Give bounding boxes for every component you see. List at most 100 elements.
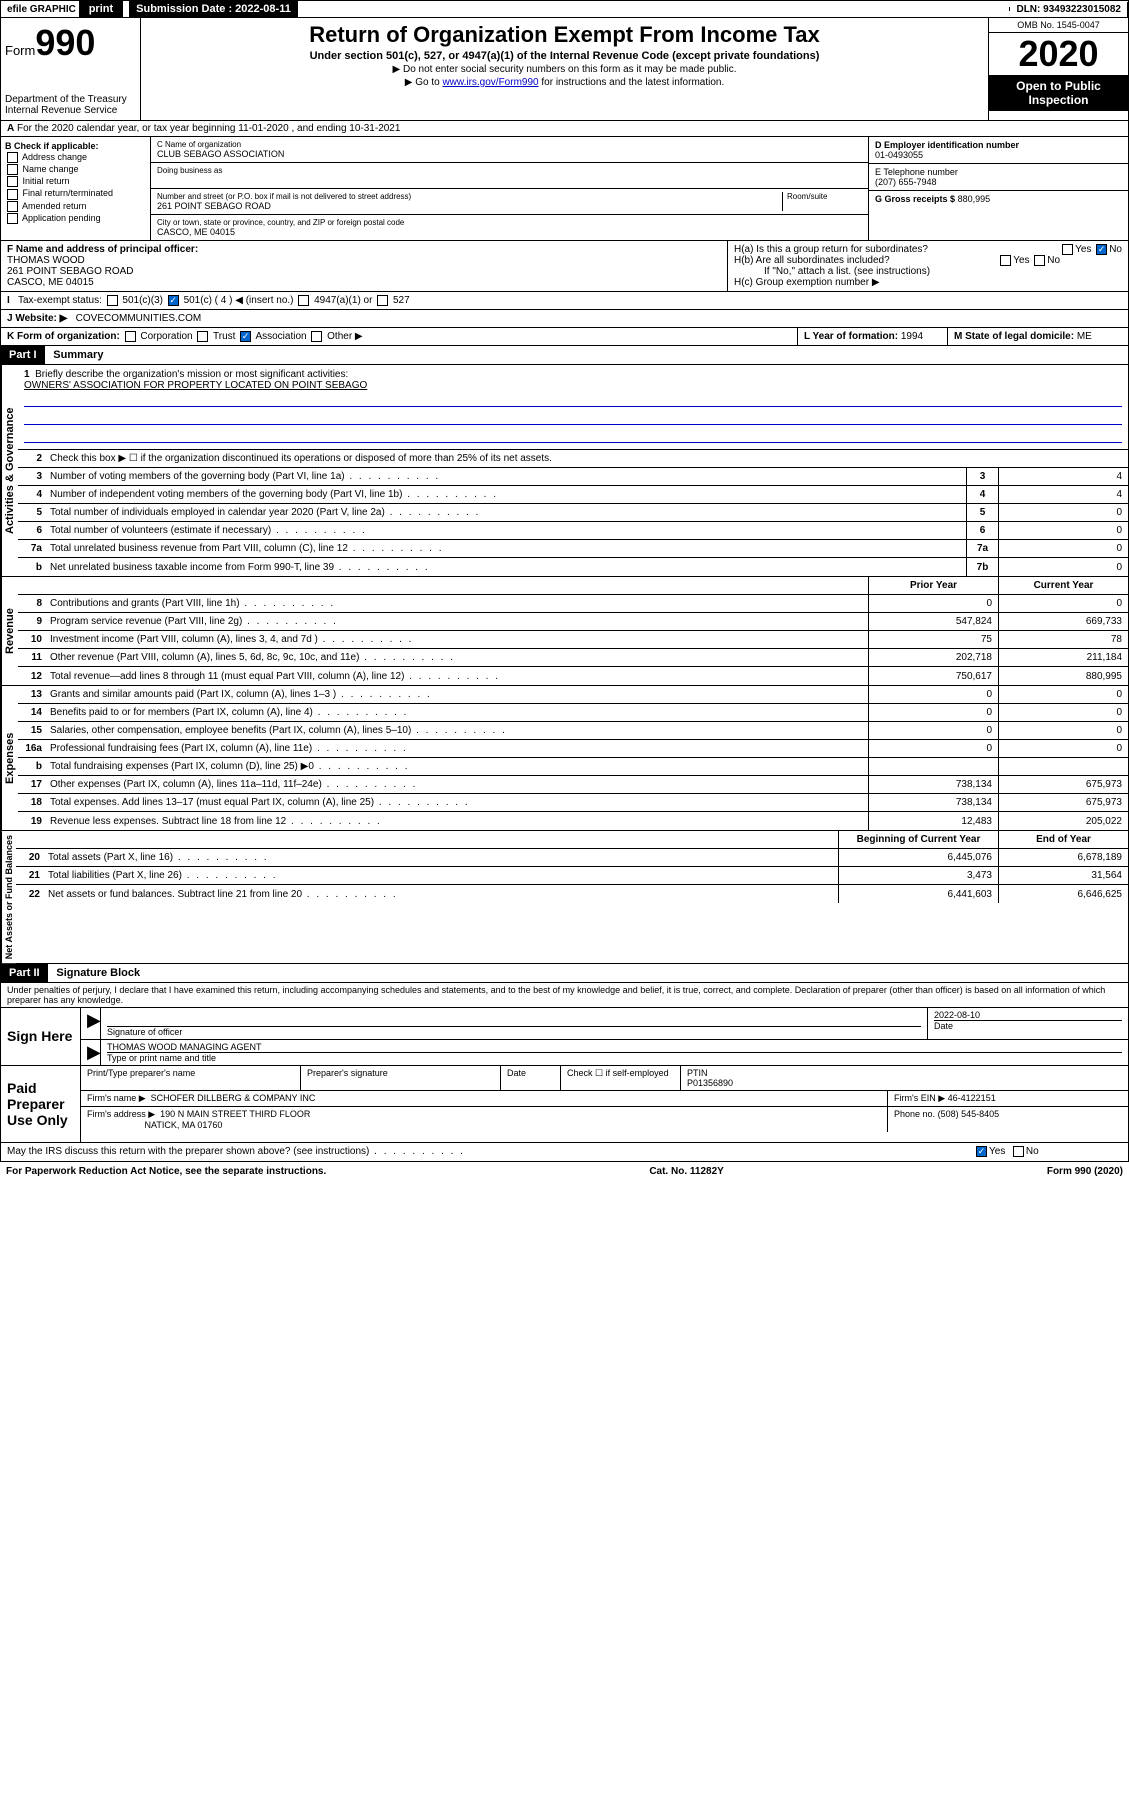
- efile-label: efile GRAPHIC print: [1, 1, 130, 17]
- principal-officer: F Name and address of principal officer:…: [1, 241, 728, 291]
- title-box: Return of Organization Exempt From Incom…: [141, 18, 988, 120]
- line-16a: 16a Professional fundraising fees (Part …: [18, 740, 1128, 758]
- row-a-tax-year: A For the 2020 calendar year, or tax yea…: [0, 121, 1129, 137]
- line-15: 15 Salaries, other compensation, employe…: [18, 722, 1128, 740]
- line-22: 22 Net assets or fund balances. Subtract…: [16, 885, 1128, 903]
- line-7a: 7a Total unrelated business revenue from…: [18, 540, 1128, 558]
- omb-number: OMB No. 1545-0047: [989, 18, 1128, 33]
- cb-final-return[interactable]: [7, 189, 18, 200]
- row-j-website: J Website: ▶ COVECOMMUNITIES.COM: [0, 310, 1129, 328]
- row-fh: F Name and address of principal officer:…: [0, 241, 1129, 292]
- cb-assoc[interactable]: ✓: [240, 331, 251, 342]
- line-11: 11 Other revenue (Part VIII, column (A),…: [18, 649, 1128, 667]
- irs-link[interactable]: www.irs.gov/Form990: [442, 77, 538, 88]
- page-footer: For Paperwork Reduction Act Notice, see …: [0, 1162, 1129, 1181]
- cb-4947[interactable]: [298, 295, 309, 306]
- cb-ha-no[interactable]: ✓: [1096, 244, 1107, 255]
- cb-501c3[interactable]: [107, 295, 118, 306]
- vlabel-expenses: Expenses: [1, 686, 18, 830]
- cb-discuss-no[interactable]: [1013, 1146, 1024, 1157]
- gross-receipts: 880,995: [958, 194, 991, 204]
- part2-header: Part II Signature Block: [0, 964, 1129, 983]
- vlabel-revenue: Revenue: [1, 577, 18, 685]
- cb-501c[interactable]: ✓: [168, 295, 179, 306]
- group-return: H(a) Is this a group return for subordin…: [728, 241, 1128, 291]
- line-7b: b Net unrelated business taxable income …: [18, 558, 1128, 576]
- line-10: 10 Investment income (Part VIII, column …: [18, 631, 1128, 649]
- print-button[interactable]: print: [79, 1, 123, 17]
- col-prior-year: Prior Year: [868, 577, 998, 594]
- dln-label: DLN: 93493223015082: [1010, 2, 1128, 17]
- website: COVECOMMUNITIES.COM: [76, 313, 202, 324]
- line-4: 4 Number of independent voting members o…: [18, 486, 1128, 504]
- row-klm: K Form of organization: Corporation Trus…: [0, 328, 1129, 346]
- form-subtitle: Under section 501(c), 527, or 4947(a)(1)…: [149, 50, 980, 62]
- cb-initial-return[interactable]: [7, 176, 18, 187]
- section-expenses: Expenses 13 Grants and similar amounts p…: [0, 686, 1129, 831]
- ein: 01-0493055: [875, 150, 1122, 160]
- irs-discuss-row: May the IRS discuss this return with the…: [0, 1143, 1129, 1161]
- section-bcd: B Check if applicable: Address change Na…: [0, 137, 1129, 241]
- dept-irs: Internal Revenue Service: [5, 105, 136, 116]
- cb-name-change[interactable]: [7, 164, 18, 175]
- perjury-statement: Under penalties of perjury, I declare th…: [0, 983, 1129, 1008]
- line-12: 12 Total revenue—add lines 8 through 11 …: [18, 667, 1128, 685]
- dept-treasury: Department of the Treasury: [5, 94, 136, 105]
- submission-date: Submission Date : 2022-08-11: [130, 1, 298, 17]
- cb-trust[interactable]: [197, 331, 208, 342]
- note-link: ▶ Go to www.irs.gov/Form990 for instruct…: [149, 77, 980, 88]
- sign-date: 2022-08-10: [934, 1010, 1122, 1020]
- line-6: 6 Total number of volunteers (estimate i…: [18, 522, 1128, 540]
- row-i-tax-status: I Tax-exempt status: 501(c)(3) ✓ 501(c) …: [0, 292, 1129, 310]
- col-b-checkboxes: B Check if applicable: Address change Na…: [1, 137, 151, 240]
- cb-address-change[interactable]: [7, 152, 18, 163]
- cb-other[interactable]: [311, 331, 322, 342]
- sign-here-section: Sign Here ▶ Signature of officer 2022-08…: [0, 1008, 1129, 1066]
- top-bar: efile GRAPHIC print Submission Date : 20…: [0, 0, 1129, 18]
- arrow-icon: ▶: [81, 1040, 101, 1065]
- cb-pending[interactable]: [7, 213, 18, 224]
- line-13: 13 Grants and similar amounts paid (Part…: [18, 686, 1128, 704]
- col-d-ein: D Employer identification number01-04930…: [868, 137, 1128, 240]
- col-end-year: End of Year: [998, 831, 1128, 848]
- line-9: 9 Program service revenue (Part VIII, li…: [18, 613, 1128, 631]
- sign-here-label: Sign Here: [1, 1008, 81, 1065]
- col-begin-year: Beginning of Current Year: [838, 831, 998, 848]
- cb-hb-no[interactable]: [1034, 255, 1045, 266]
- line-14: 14 Benefits paid to or for members (Part…: [18, 704, 1128, 722]
- line-19: 19 Revenue less expenses. Subtract line …: [18, 812, 1128, 830]
- line-8: 8 Contributions and grants (Part VIII, l…: [18, 595, 1128, 613]
- col-current-year: Current Year: [998, 577, 1128, 594]
- cb-amended[interactable]: [7, 201, 18, 212]
- line-21: 21 Total liabilities (Part X, line 26) 3…: [16, 867, 1128, 885]
- line-20: 20 Total assets (Part X, line 16) 6,445,…: [16, 849, 1128, 867]
- note-ssn: ▶ Do not enter social security numbers o…: [149, 64, 980, 75]
- col-c-org-info: C Name of organizationCLUB SEBAGO ASSOCI…: [151, 137, 868, 240]
- form-number-box: Form990 Department of the Treasury Inter…: [1, 18, 141, 120]
- firm-phone: (508) 545-8405: [938, 1109, 1000, 1119]
- year-formation: 1994: [901, 331, 923, 342]
- section-governance: Activities & Governance 1 Briefly descri…: [0, 365, 1129, 577]
- firm-addr: 190 N MAIN STREET THIRD FLOOR: [160, 1109, 310, 1119]
- line-18: 18 Total expenses. Add lines 13–17 (must…: [18, 794, 1128, 812]
- state-domicile: ME: [1077, 331, 1092, 342]
- open-inspection: Open to PublicInspection: [989, 75, 1128, 111]
- ptin: P01356890: [687, 1078, 733, 1088]
- cb-discuss-yes[interactable]: ✓: [976, 1146, 987, 1157]
- vlabel-net: Net Assets or Fund Balances: [1, 831, 16, 963]
- line-3: 3 Number of voting members of the govern…: [18, 468, 1128, 486]
- line-5: 5 Total number of individuals employed i…: [18, 504, 1128, 522]
- section-revenue: Revenue Prior Year Current Year 8 Contri…: [0, 577, 1129, 686]
- cb-corp[interactable]: [125, 331, 136, 342]
- arrow-icon: ▶: [81, 1008, 101, 1039]
- line-b: b Total fundraising expenses (Part IX, c…: [18, 758, 1128, 776]
- firm-name: SCHOFER DILLBERG & COMPANY INC: [151, 1093, 316, 1103]
- section-net-assets: Net Assets or Fund Balances Beginning of…: [0, 831, 1129, 964]
- cb-ha-yes[interactable]: [1062, 244, 1073, 255]
- cb-527[interactable]: [377, 295, 388, 306]
- street: 261 POINT SEBAGO ROAD: [157, 201, 782, 211]
- part1-header: Part I Summary: [0, 346, 1129, 365]
- cb-hb-yes[interactable]: [1000, 255, 1011, 266]
- tax-year: 2020: [989, 33, 1128, 75]
- line-17: 17 Other expenses (Part IX, column (A), …: [18, 776, 1128, 794]
